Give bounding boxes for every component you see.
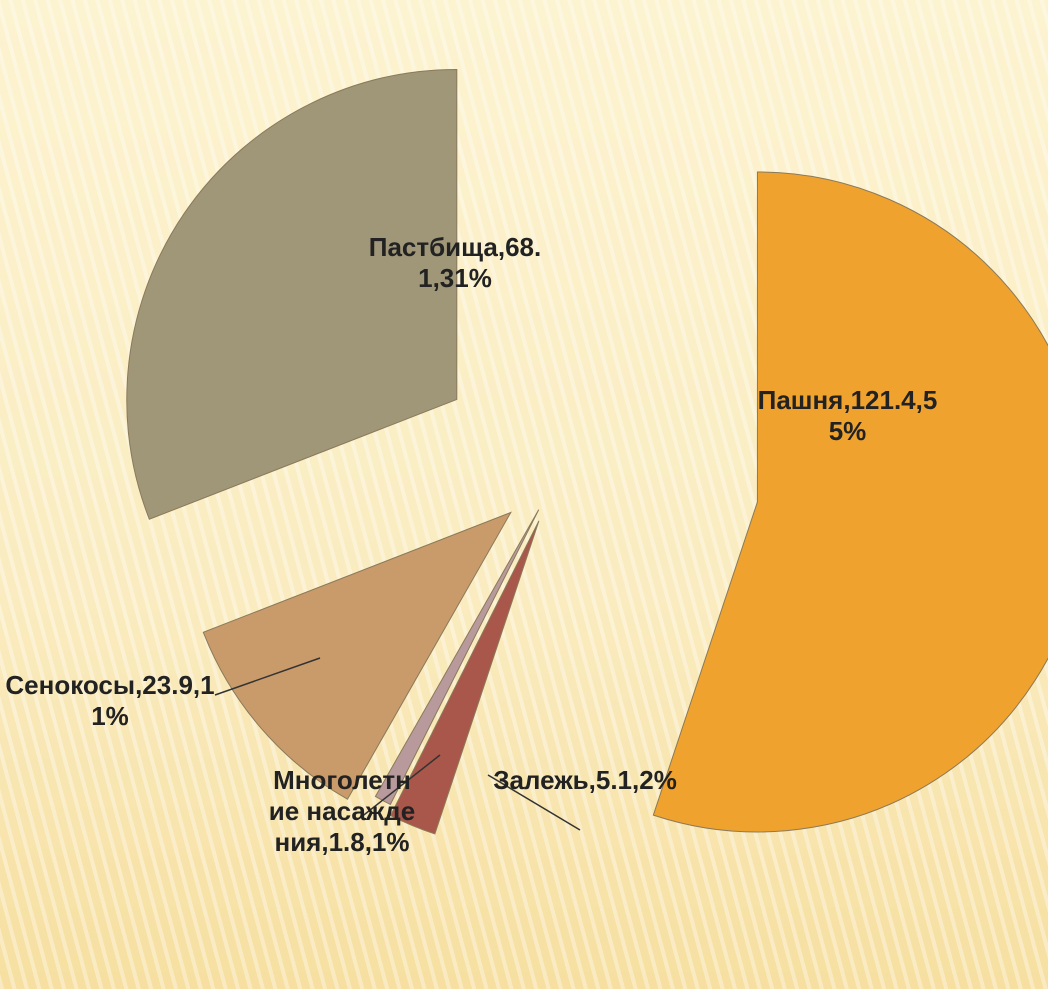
leader-line	[359, 754, 441, 819]
pie-slice	[202, 511, 512, 800]
pie-slice	[389, 520, 540, 835]
data-label: Пастбища,68.1,31%	[368, 232, 542, 293]
data-label: Залежь,5.1,2%	[493, 765, 677, 795]
pie-slice	[652, 171, 1048, 833]
leader-line	[214, 657, 321, 696]
data-label: Пашня,121.4,55%	[757, 385, 938, 446]
leader-line	[487, 774, 581, 831]
data-label: Сенокосы,23.9,11%	[5, 670, 215, 731]
pie-slice	[126, 68, 458, 520]
data-label: Многолетние насаждения,1.8,1%	[268, 765, 416, 857]
